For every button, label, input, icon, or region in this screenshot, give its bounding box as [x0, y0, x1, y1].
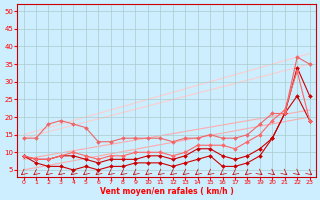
- X-axis label: Vent moyen/en rafales ( km/h ): Vent moyen/en rafales ( km/h ): [100, 187, 234, 196]
